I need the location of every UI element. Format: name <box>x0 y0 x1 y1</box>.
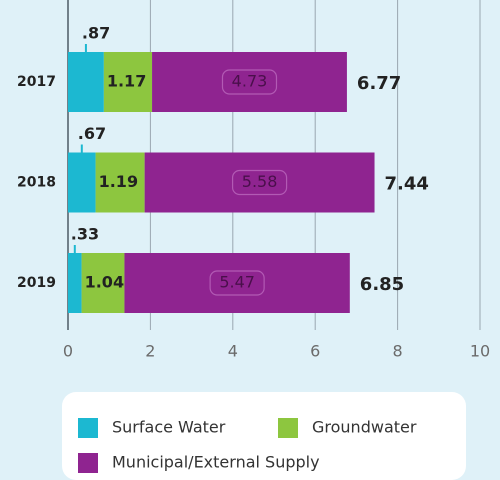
x-tick-label: 8 <box>393 342 403 361</box>
y-tick-label: 2017 <box>17 74 56 90</box>
legend-label: Groundwater <box>312 418 417 437</box>
legend-label: Municipal/External Supply <box>112 453 320 472</box>
x-tick-label: 10 <box>470 342 490 361</box>
value-label: .33 <box>71 225 99 244</box>
total-label: 6.77 <box>357 73 401 94</box>
bar-segment <box>144 152 375 213</box>
value-label: 4.73 <box>232 72 268 91</box>
legend-label: Surface Water <box>112 418 226 437</box>
value-label-box <box>221 69 278 95</box>
bar-segment <box>124 253 350 313</box>
legend-box <box>62 392 466 480</box>
legend-swatch <box>78 453 98 473</box>
value-label-box <box>231 169 288 196</box>
bar-segment <box>152 52 347 112</box>
value-label: 5.58 <box>242 172 278 191</box>
value-label: 1.19 <box>99 172 138 191</box>
value-label: 5.47 <box>219 273 255 292</box>
y-tick-label: 2019 <box>17 275 56 291</box>
value-label: .67 <box>78 124 106 143</box>
bar-segment <box>68 253 82 313</box>
bar-segment <box>95 152 145 213</box>
bar-segment <box>68 152 96 213</box>
value-label: 1.04 <box>85 273 124 292</box>
x-tick-label: 4 <box>228 342 238 361</box>
legend-swatch <box>278 418 298 438</box>
bar-segment <box>103 52 153 112</box>
bar-segment <box>68 52 104 112</box>
x-tick-label: 6 <box>310 342 320 361</box>
value-label-box <box>209 270 265 296</box>
y-tick-label: 2018 <box>17 175 56 191</box>
value-label: .87 <box>82 24 110 43</box>
x-tick-label: 2 <box>145 342 155 361</box>
x-tick-label: 0 <box>63 342 73 361</box>
total-label: 7.44 <box>385 174 429 195</box>
legend-swatch <box>78 418 98 438</box>
total-label: 6.85 <box>360 274 404 295</box>
value-label: 1.17 <box>107 72 146 91</box>
bar-segment <box>81 253 125 313</box>
